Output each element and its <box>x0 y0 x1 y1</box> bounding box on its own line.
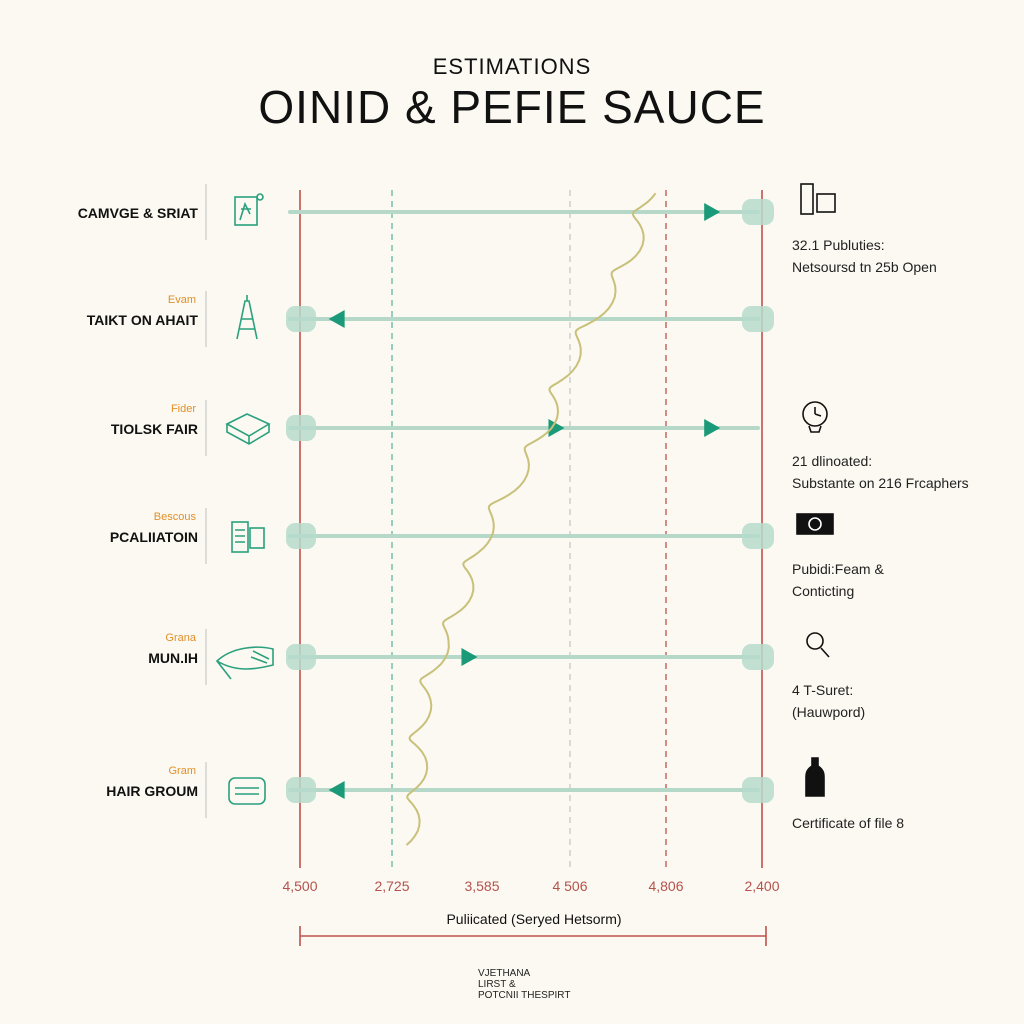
jar-icon <box>228 777 266 805</box>
category-label: MUN.IH <box>148 650 198 666</box>
category-label: HAIR GROUM <box>106 783 198 799</box>
note-text: (Hauwpord) <box>792 704 865 720</box>
laptop-icon-phone <box>800 183 814 215</box>
document-icon-seal <box>256 193 264 201</box>
category-sublabel: Bescous <box>154 511 197 523</box>
card-icon-front <box>231 521 249 553</box>
trend-squiggle <box>405 192 657 846</box>
note-text: Certificate of file 8 <box>792 815 904 831</box>
track-start-cap <box>286 306 316 332</box>
x-axis-label: Puliicated (Seryed Hetsorm) <box>446 911 622 927</box>
fish-icon-lines <box>250 650 270 664</box>
tower-icon <box>236 295 258 340</box>
note-text: Substante on 216 Frcaphers <box>792 475 969 491</box>
footer-line: POTCNII THESPIRT <box>478 990 571 1001</box>
track-start-cap <box>286 415 316 441</box>
magnifier-icon-handle <box>820 647 830 658</box>
category-sublabel: Fider <box>171 403 196 415</box>
category-sublabel: Gram <box>169 765 197 777</box>
x-tick-label: 4 506 <box>552 878 587 894</box>
bottle-icon <box>805 757 825 797</box>
laptop-icon <box>800 183 836 215</box>
track-end-cap <box>742 644 774 670</box>
magnifier-icon <box>806 632 830 658</box>
value-marker <box>328 310 345 328</box>
track-end-cap <box>742 306 774 332</box>
track-end-cap <box>742 777 774 803</box>
document-icon-frame <box>234 196 258 226</box>
note-text: 21 dlinoated: <box>792 453 872 469</box>
badge-icon-shape <box>796 513 834 535</box>
document-icon <box>234 193 264 226</box>
category-label: CAMVGE & SRIAT <box>78 205 199 221</box>
fish-icon <box>215 646 274 680</box>
chart-title: OINID & PEFIE SAUCE <box>258 81 766 133</box>
chart-supertitle: ESTIMATIONS <box>432 54 592 79</box>
clock-icon-hands <box>808 407 822 433</box>
note-text: Netsoursd tn 25b Open <box>792 259 937 275</box>
card-icon-lines <box>235 529 245 543</box>
jar-icon-body <box>228 777 266 805</box>
card-icon-back <box>249 527 265 549</box>
x-tick-label: 3,585 <box>464 878 499 894</box>
badge-icon <box>796 513 834 535</box>
value-marker <box>548 419 565 437</box>
track-start-cap <box>286 644 316 670</box>
category-label: TAIKT ON AHAIT <box>87 312 199 328</box>
bottle-icon-shape <box>805 757 825 797</box>
jar-icon-lines <box>235 787 259 795</box>
value-marker <box>704 203 721 221</box>
x-tick-label: 2,725 <box>374 878 409 894</box>
category-label: TIOLSK FAIR <box>111 421 198 437</box>
note-text: Pubidi:Feam & <box>792 561 884 577</box>
x-tick-label: 4,500 <box>282 878 317 894</box>
badge-icon-mark <box>808 517 822 531</box>
note-text: 32.1 Publuties: <box>792 237 885 253</box>
note-text: Conticting <box>792 583 854 599</box>
track-start-cap <box>286 523 316 549</box>
document-icon-mark <box>239 201 251 221</box>
category-label: PCALIIATOIN <box>110 529 198 545</box>
clock-icon <box>802 401 828 433</box>
x-tick-label: 4,806 <box>648 878 683 894</box>
track-end-cap <box>742 199 774 225</box>
value-marker <box>461 648 478 666</box>
card-icon <box>231 521 265 553</box>
value-marker <box>328 781 345 799</box>
footer-credits: VJETHANA LIRST & POTCNII THESPIRT <box>478 968 570 1001</box>
box-icon-shape <box>225 413 271 445</box>
clock-icon-face <box>802 401 828 427</box>
tower-icon-shape <box>236 295 258 340</box>
category-sublabel: Evam <box>168 294 196 306</box>
footer-line: VJETHANA <box>478 968 531 979</box>
track-end-cap <box>742 523 774 549</box>
category-sublabel: Grana <box>165 632 196 644</box>
magnifier-icon-lens <box>806 632 824 650</box>
value-marker <box>704 419 721 437</box>
x-tick-label: 2,400 <box>744 878 779 894</box>
note-text: 4 T-Suret: <box>792 682 853 698</box>
box-icon <box>225 413 271 445</box>
fish-icon-shape <box>215 646 274 680</box>
laptop-icon-screen <box>816 193 836 213</box>
track-start-cap <box>286 777 316 803</box>
footer-line: LIRST & <box>478 979 516 990</box>
